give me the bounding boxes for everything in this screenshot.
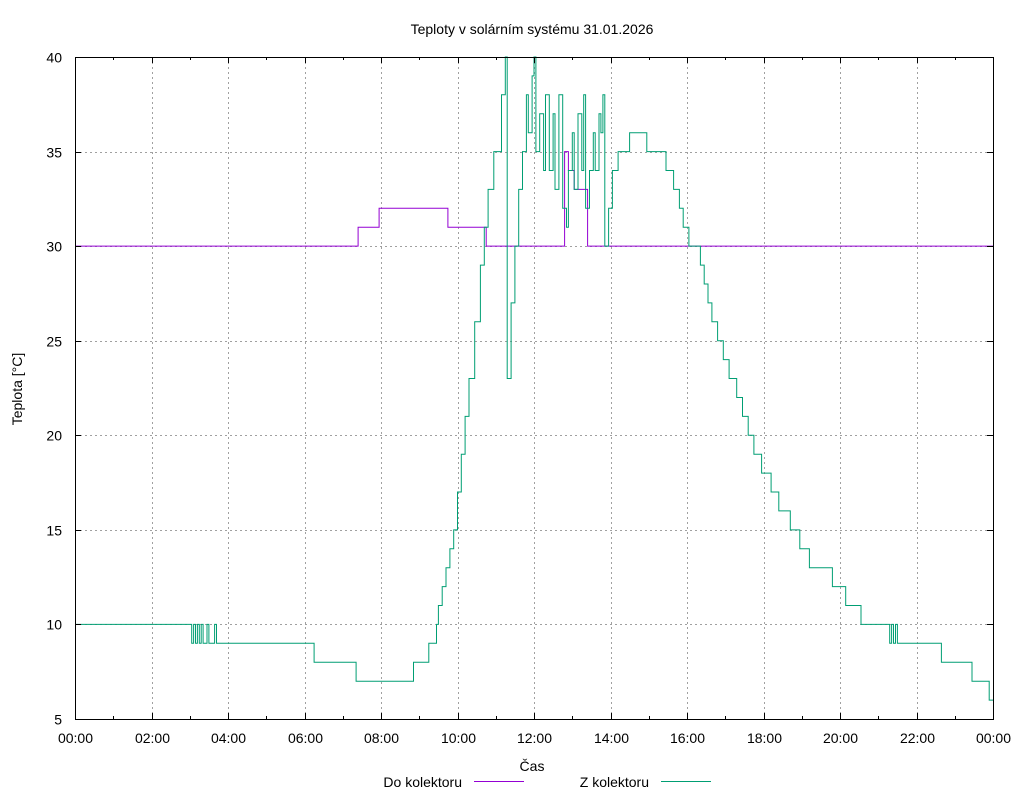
x-tick-label: 04:00 bbox=[211, 730, 246, 746]
chart-title: Teploty v solárním systému 31.01.2026 bbox=[411, 21, 654, 37]
x-tick-label: 06:00 bbox=[288, 730, 323, 746]
x-tick-label: 16:00 bbox=[670, 730, 705, 746]
x-tick-label: 08:00 bbox=[364, 730, 399, 746]
y-tick-label: 35 bbox=[46, 145, 62, 161]
legend-label: Z kolektoru bbox=[580, 774, 649, 790]
y-tick-label: 20 bbox=[46, 428, 62, 444]
x-tick-label: 18:00 bbox=[747, 730, 782, 746]
x-tick-label: 00:00 bbox=[976, 730, 1011, 746]
grid-lines bbox=[75, 57, 993, 719]
y-tick-label: 15 bbox=[46, 523, 62, 539]
x-tick-label: 20:00 bbox=[823, 730, 858, 746]
axis-ticks: 00:00 02:00 04:00 06:00 08:00 10:00 12:00 14:00… bbox=[46, 50, 1011, 747]
x-axis-label: Čas bbox=[520, 758, 545, 774]
legend: Do kolektoru Z kolektoru bbox=[383, 774, 711, 790]
y-tick-label: 5 bbox=[54, 712, 62, 728]
x-tick-label: 12:00 bbox=[517, 730, 552, 746]
x-tick-label: 10:00 bbox=[441, 730, 476, 746]
y-tick-label: 30 bbox=[46, 239, 62, 255]
x-tick-label: 14:00 bbox=[594, 730, 629, 746]
x-tick-label: 02:00 bbox=[135, 730, 170, 746]
y-axis-label: Teplota [°C] bbox=[9, 353, 25, 426]
series-line-z-kolektoru bbox=[75, 56, 993, 701]
x-tick-label: 22:00 bbox=[900, 730, 935, 746]
plot-area bbox=[75, 56, 993, 701]
y-tick-label: 25 bbox=[46, 334, 62, 350]
y-tick-label: 10 bbox=[46, 617, 62, 633]
legend-label: Do kolektoru bbox=[383, 774, 462, 790]
x-tick-label: 00:00 bbox=[58, 730, 93, 746]
y-tick-label: 40 bbox=[46, 50, 62, 66]
